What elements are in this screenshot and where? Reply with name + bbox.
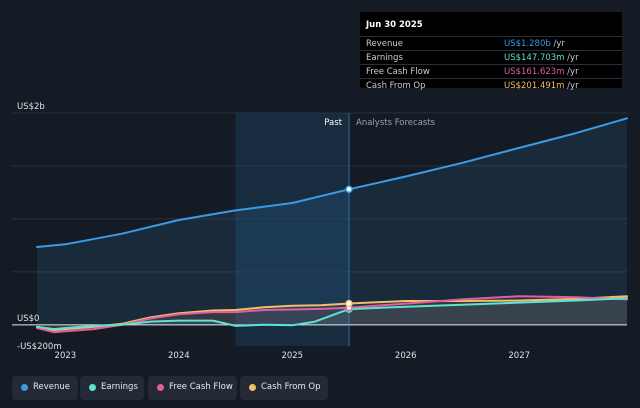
legend-dot-icon <box>157 384 164 391</box>
tooltip-row-free-cash-flow: Free Cash Flow US$161.623m /yr <box>360 64 622 79</box>
tooltip-unit: /yr <box>567 53 579 63</box>
series-area-free-cash-flow <box>37 296 627 333</box>
series-area-revenue <box>37 118 627 325</box>
tooltip-value-number: US$161.623m <box>504 67 565 77</box>
x-tick-label: 2024 <box>168 351 190 361</box>
tooltip-value: US$201.491m /yr <box>504 81 579 91</box>
forecast-label: Analysts Forecasts <box>356 118 436 128</box>
legend-dot-icon <box>249 384 256 391</box>
tooltip-value-number: US$147.703m <box>504 53 565 63</box>
series-lines <box>36 117 628 334</box>
tooltip-label: Revenue <box>366 39 404 49</box>
x-tick-label: 2025 <box>281 351 303 361</box>
legend-dot-icon <box>89 384 96 391</box>
tooltip-row-earnings: Earnings US$147.703m /yr <box>360 50 622 65</box>
tooltip-value-number: US$1.280b <box>504 39 551 49</box>
tooltip-value: US$161.623m /yr <box>504 67 579 77</box>
tooltip-value: US$147.703m /yr <box>504 53 579 63</box>
divider-markers <box>345 185 353 313</box>
tooltip-row-revenue: Revenue US$1.280b /yr <box>360 36 622 51</box>
legend-item-earnings[interactable]: Earnings <box>80 376 144 400</box>
legend-label: Cash From Op <box>261 382 321 392</box>
tooltip-date: Jun 30 2025 <box>366 20 423 30</box>
legend-item-revenue[interactable]: Revenue <box>12 376 78 400</box>
tooltip-unit: /yr <box>567 81 579 91</box>
y-tick-label: US$0 <box>17 314 39 324</box>
legend-dot-icon <box>21 384 28 391</box>
past-label: Past <box>324 118 342 128</box>
legend-item-cash-from-op[interactable]: Cash From Op <box>240 376 328 400</box>
x-tick-label: 2023 <box>55 351 77 361</box>
tooltip-unit: /yr <box>553 39 565 49</box>
series-line-earnings <box>36 297 628 331</box>
tooltip-value: US$1.280b /yr <box>504 39 565 49</box>
tooltip-label: Earnings <box>366 53 403 63</box>
tooltip-label: Free Cash Flow <box>366 67 430 77</box>
tooltip-value-number: US$201.491m <box>504 81 565 91</box>
marker-cash-from-op <box>345 299 353 308</box>
x-tick-label: 2027 <box>508 351 530 361</box>
tooltip-unit: /yr <box>567 67 579 77</box>
series-line-cash-from-op <box>36 295 628 332</box>
x-tick-label: 2026 <box>395 351 417 361</box>
legend-label: Revenue <box>33 382 71 392</box>
past-period-highlight <box>235 113 350 346</box>
legend-label: Earnings <box>101 382 138 392</box>
gridlines <box>12 112 627 273</box>
y-tick-label: US$2b <box>17 102 45 112</box>
tooltip-row-cash-from-op: Cash From Op US$201.491m /yr <box>360 78 622 91</box>
marker-revenue <box>345 185 353 194</box>
x-axis-labels: 2023 2024 2025 2026 2027 <box>55 351 530 361</box>
tooltip: Jun 30 2025 Revenue US$1.280b /yr Earnin… <box>360 12 622 91</box>
y-tick-label: -US$200m <box>17 342 62 352</box>
tooltip-label: Cash From Op <box>366 81 426 91</box>
series-line-free-cash-flow <box>36 295 628 334</box>
series-line-revenue <box>36 117 628 248</box>
y-axis-labels: US$2b US$0 -US$200m <box>17 102 62 352</box>
legend-label: Free Cash Flow <box>169 382 233 392</box>
legend-item-free-cash-flow[interactable]: Free Cash Flow <box>148 376 237 400</box>
